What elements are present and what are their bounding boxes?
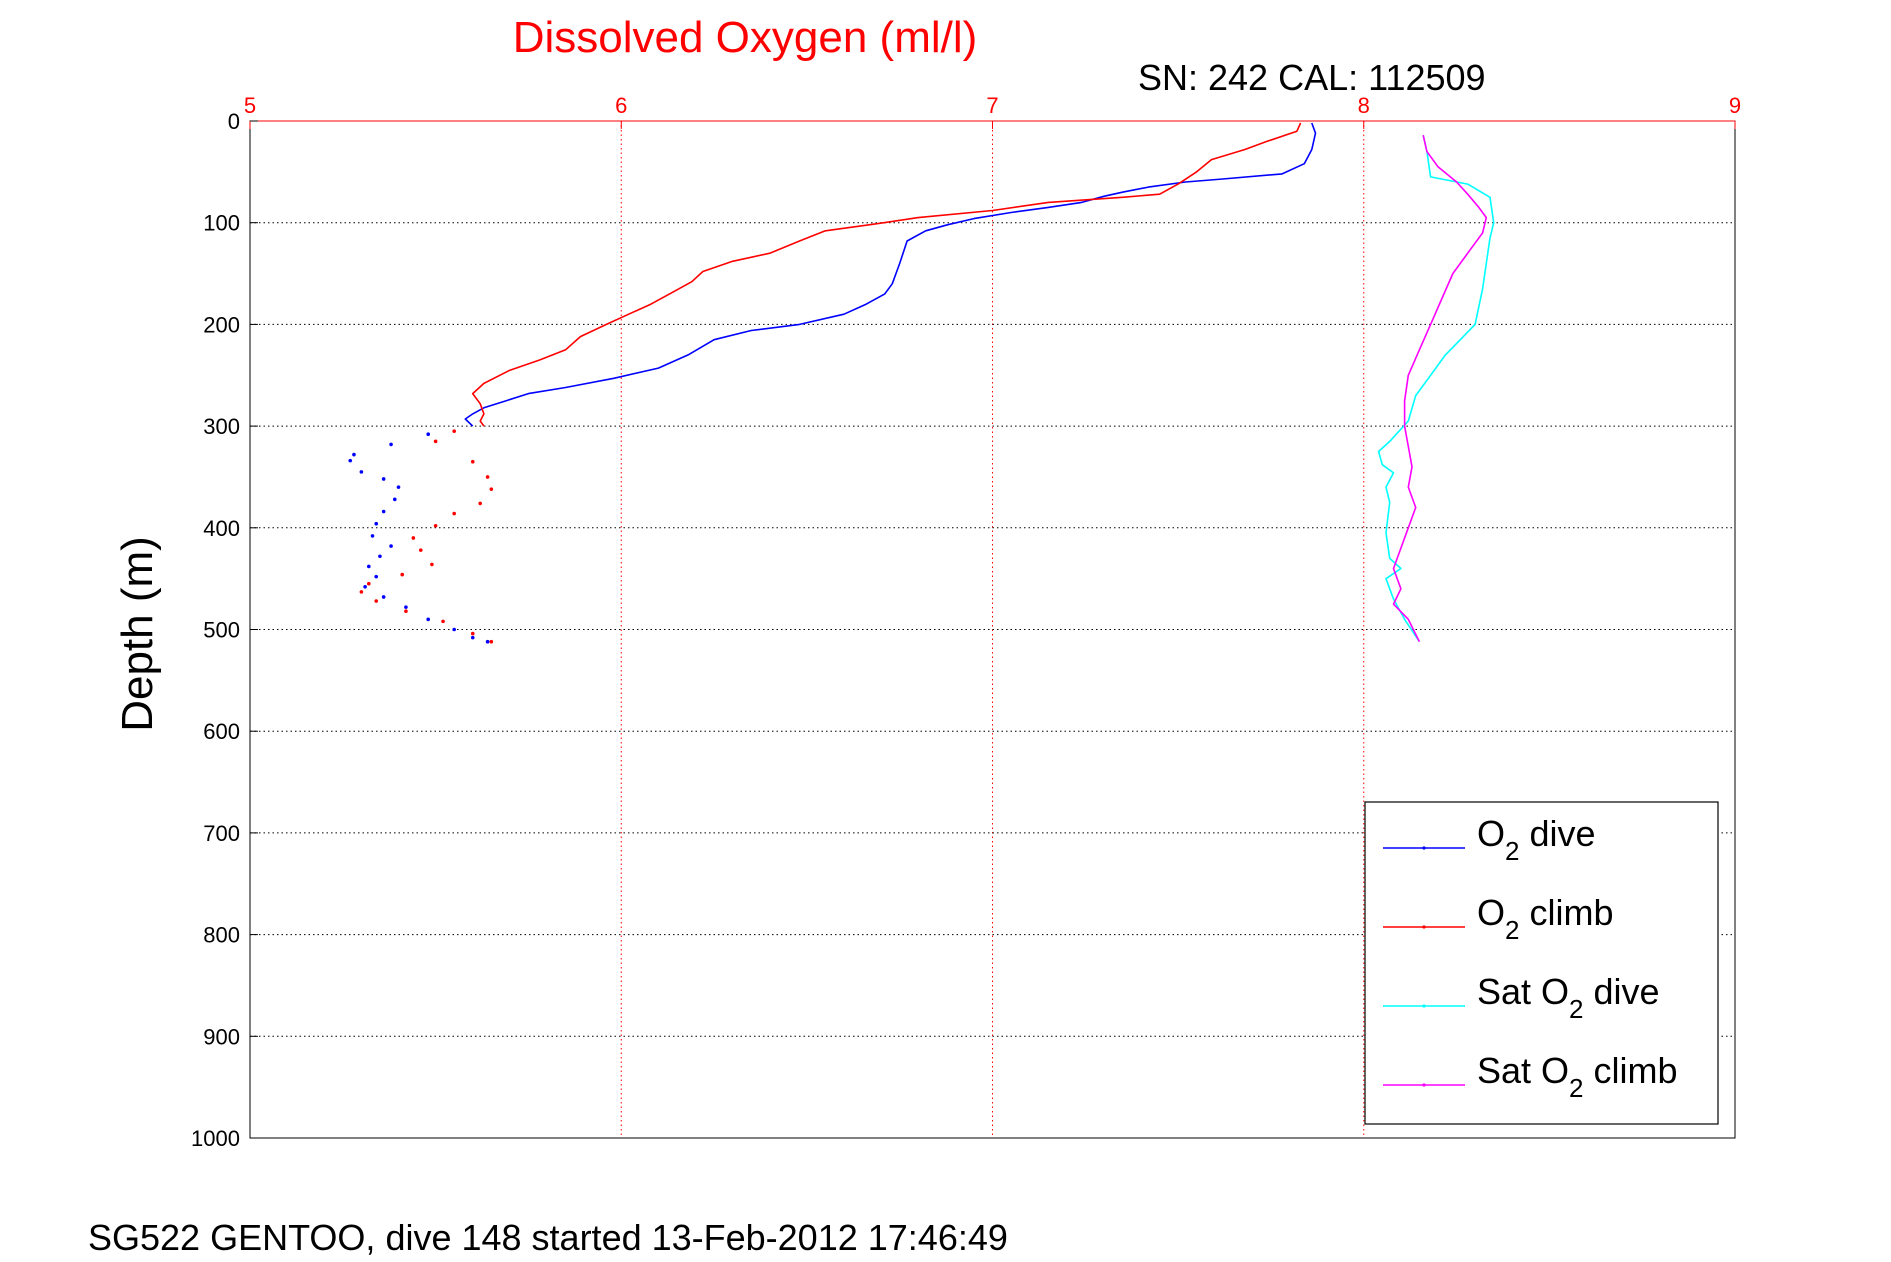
data-point	[352, 452, 356, 457]
y-tick-label: 0	[228, 109, 240, 134]
legend-item-dive: O2 dive	[1383, 813, 1596, 866]
x-tick-label: 9	[1729, 93, 1741, 118]
data-point	[396, 485, 401, 489]
data-point	[426, 617, 431, 622]
data-point	[392, 497, 397, 502]
series-climb-scatter	[359, 429, 494, 644]
series-dive-scatter	[348, 432, 490, 644]
y-tick-label: 200	[203, 312, 240, 337]
data-point	[485, 639, 490, 644]
data-point	[485, 475, 490, 479]
data-point	[452, 627, 456, 632]
legend-items: O2 dive O2 climb Sat O2 dive Sat O2 climb	[1383, 813, 1678, 1103]
legend-swatch-marker	[1422, 1083, 1426, 1087]
y-tick-label: 400	[203, 516, 240, 541]
data-point	[381, 509, 386, 514]
x-tick-label: 7	[986, 93, 998, 118]
legend-item-sat-climb: Sat O2 climb	[1383, 1050, 1678, 1103]
series-sat-dive	[1377, 135, 1495, 643]
data-point	[381, 477, 386, 481]
data-point	[374, 599, 379, 603]
data-point	[452, 429, 456, 433]
data-point	[359, 470, 364, 474]
y-tick-label: 300	[203, 414, 240, 439]
data-point	[400, 572, 405, 577]
data-point	[470, 635, 475, 640]
y-tick-label: 100	[203, 211, 240, 236]
legend-swatch-marker	[1422, 1004, 1426, 1008]
series-line-climb	[471, 122, 1302, 427]
data-point	[470, 631, 475, 636]
data-point	[489, 487, 494, 491]
data-point	[430, 562, 434, 567]
y-tick-label: 700	[203, 821, 240, 846]
series-layer	[348, 122, 1495, 644]
x-tick-label: 8	[1358, 93, 1370, 118]
data-point	[411, 536, 416, 540]
footer-text: SG522 GENTOO, dive 148 started 13-Feb-20…	[88, 1217, 1008, 1258]
x-axis: 5 6 7 8 9	[244, 93, 1741, 129]
chart-subtitle: SN: 242 CAL: 112509	[1138, 57, 1486, 98]
y-axis-label: Depth (m)	[113, 536, 162, 732]
series-sat-climb	[1392, 135, 1488, 643]
legend-swatch-marker	[1422, 925, 1426, 929]
data-point	[418, 548, 423, 552]
y-axis: 0 100 200 300 400 500 600 700 800 900 1000	[191, 109, 258, 1151]
data-point	[378, 554, 382, 559]
data-point	[404, 609, 408, 613]
series-line-dive	[464, 122, 1317, 427]
data-point	[433, 439, 438, 444]
x-tick-label: 6	[615, 93, 627, 118]
legend: O2 dive O2 climb Sat O2 dive Sat O2 climb	[1364, 801, 1719, 1125]
y-tick-label: 900	[203, 1024, 240, 1049]
data-point	[433, 523, 438, 528]
legend-label: Sat O2 climb	[1477, 1050, 1678, 1103]
legend-item-climb: O2 climb	[1383, 892, 1614, 945]
data-point	[470, 459, 475, 464]
data-point	[367, 564, 371, 569]
data-point	[363, 584, 367, 589]
y-tick-label: 600	[203, 719, 240, 744]
legend-item-sat-dive: Sat O2 dive	[1383, 971, 1660, 1024]
data-point	[389, 442, 393, 447]
data-point	[441, 619, 445, 624]
series-climb	[471, 122, 1302, 427]
data-point	[489, 639, 494, 644]
data-point	[348, 458, 353, 463]
legend-label: O2 climb	[1477, 892, 1614, 945]
legend-label: Sat O2 dive	[1477, 971, 1660, 1024]
y-tick-label: 800	[203, 923, 240, 948]
x-tick-label: 5	[244, 93, 256, 118]
data-point	[374, 574, 379, 579]
series-line-sat-dive	[1377, 135, 1495, 643]
data-point	[478, 501, 482, 506]
data-point	[426, 432, 431, 437]
chart-title: Dissolved Oxygen (ml/l)	[513, 13, 978, 62]
data-point	[389, 544, 393, 548]
data-point	[359, 590, 364, 594]
legend-label: O2 dive	[1477, 813, 1596, 866]
y-tick-label: 500	[203, 618, 240, 643]
data-point	[370, 534, 375, 538]
data-point	[367, 581, 371, 586]
legend-box	[1364, 801, 1719, 1125]
data-point	[374, 521, 379, 526]
series-line-sat-climb	[1392, 135, 1488, 643]
y-tick-label: 1000	[191, 1126, 240, 1151]
legend-swatch-marker	[1422, 846, 1426, 850]
data-point	[381, 595, 386, 599]
data-point	[404, 605, 408, 609]
data-point	[452, 511, 456, 516]
series-dive	[464, 122, 1317, 427]
